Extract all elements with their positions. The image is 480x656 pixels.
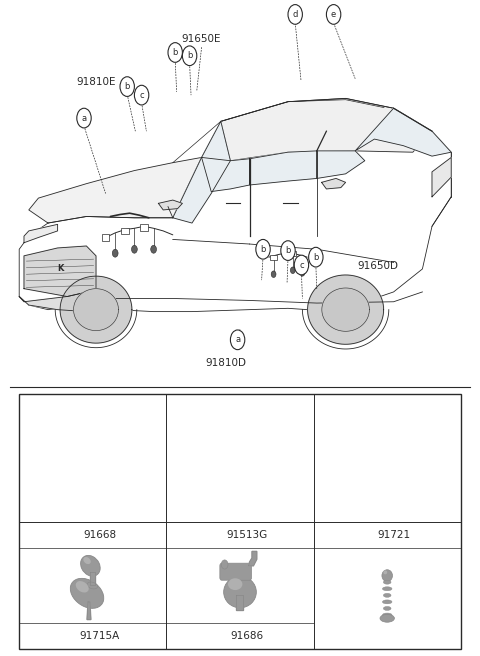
Bar [102, 234, 109, 241]
Ellipse shape [221, 560, 228, 569]
Text: c: c [299, 260, 304, 270]
Circle shape [168, 43, 182, 62]
Text: K: K [57, 264, 63, 274]
Circle shape [326, 5, 341, 24]
Text: a: a [82, 113, 86, 123]
Circle shape [182, 46, 197, 66]
Circle shape [271, 271, 276, 277]
Polygon shape [60, 276, 132, 343]
Polygon shape [221, 98, 432, 161]
Text: b: b [124, 82, 130, 91]
Polygon shape [24, 224, 58, 243]
Bar [289, 251, 296, 256]
FancyBboxPatch shape [220, 563, 252, 580]
Ellipse shape [383, 613, 392, 617]
Text: 91721: 91721 [378, 529, 411, 540]
Circle shape [290, 267, 295, 274]
Ellipse shape [228, 579, 242, 590]
Text: 91810E: 91810E [76, 77, 116, 87]
Text: b: b [285, 246, 291, 255]
Circle shape [151, 245, 156, 253]
Text: 91650D: 91650D [358, 260, 398, 271]
Circle shape [288, 5, 302, 24]
Circle shape [134, 85, 149, 105]
Ellipse shape [87, 582, 97, 589]
Text: d: d [27, 632, 32, 641]
Ellipse shape [384, 593, 391, 597]
Ellipse shape [384, 570, 387, 575]
Text: a: a [27, 530, 32, 539]
Bar [19, 394, 461, 649]
Polygon shape [202, 157, 250, 192]
Ellipse shape [81, 556, 100, 576]
Polygon shape [236, 596, 243, 610]
Polygon shape [24, 246, 96, 297]
Bar [121, 228, 129, 234]
Circle shape [24, 628, 36, 644]
Text: 91686: 91686 [230, 631, 264, 642]
Polygon shape [19, 290, 96, 312]
Polygon shape [317, 151, 365, 178]
Text: 91810D: 91810D [205, 358, 246, 369]
Circle shape [132, 245, 137, 253]
Text: d: d [292, 10, 298, 19]
Polygon shape [308, 275, 384, 344]
Polygon shape [29, 157, 202, 223]
Circle shape [318, 527, 330, 543]
Circle shape [24, 527, 36, 543]
Polygon shape [432, 157, 451, 197]
Polygon shape [173, 121, 230, 223]
Bar [140, 224, 148, 231]
Circle shape [294, 255, 309, 275]
Text: c: c [139, 91, 144, 100]
Text: e: e [331, 10, 336, 19]
Text: b: b [187, 51, 192, 60]
Polygon shape [355, 108, 451, 156]
Text: a: a [235, 335, 240, 344]
Text: 91513G: 91513G [227, 529, 268, 540]
Text: b: b [260, 245, 266, 254]
Ellipse shape [70, 579, 104, 608]
Polygon shape [250, 151, 317, 185]
Polygon shape [158, 200, 182, 210]
Circle shape [300, 270, 305, 276]
Circle shape [171, 527, 183, 543]
Circle shape [256, 239, 270, 259]
Text: 91650E: 91650E [182, 34, 221, 45]
Circle shape [112, 249, 118, 257]
Circle shape [230, 330, 245, 350]
Circle shape [171, 628, 183, 644]
Bar [270, 255, 277, 260]
Ellipse shape [76, 581, 89, 592]
Circle shape [77, 108, 91, 128]
Ellipse shape [224, 576, 256, 607]
Circle shape [309, 247, 323, 267]
Text: b: b [175, 530, 180, 539]
Ellipse shape [382, 569, 393, 581]
Text: c: c [322, 530, 326, 539]
Text: b: b [172, 48, 178, 57]
Polygon shape [322, 178, 346, 189]
Text: e: e [175, 632, 179, 641]
Polygon shape [322, 288, 369, 331]
Polygon shape [87, 602, 91, 619]
Circle shape [120, 77, 134, 96]
Text: 91715A: 91715A [80, 631, 120, 642]
Ellipse shape [380, 614, 395, 622]
Ellipse shape [384, 580, 391, 584]
Ellipse shape [383, 600, 392, 604]
Text: 91668: 91668 [84, 529, 117, 540]
Circle shape [281, 241, 295, 260]
Ellipse shape [383, 586, 392, 590]
Polygon shape [249, 551, 257, 565]
Polygon shape [90, 572, 95, 585]
Ellipse shape [84, 557, 91, 564]
Polygon shape [73, 289, 119, 331]
Ellipse shape [384, 606, 391, 610]
Text: b: b [313, 253, 319, 262]
